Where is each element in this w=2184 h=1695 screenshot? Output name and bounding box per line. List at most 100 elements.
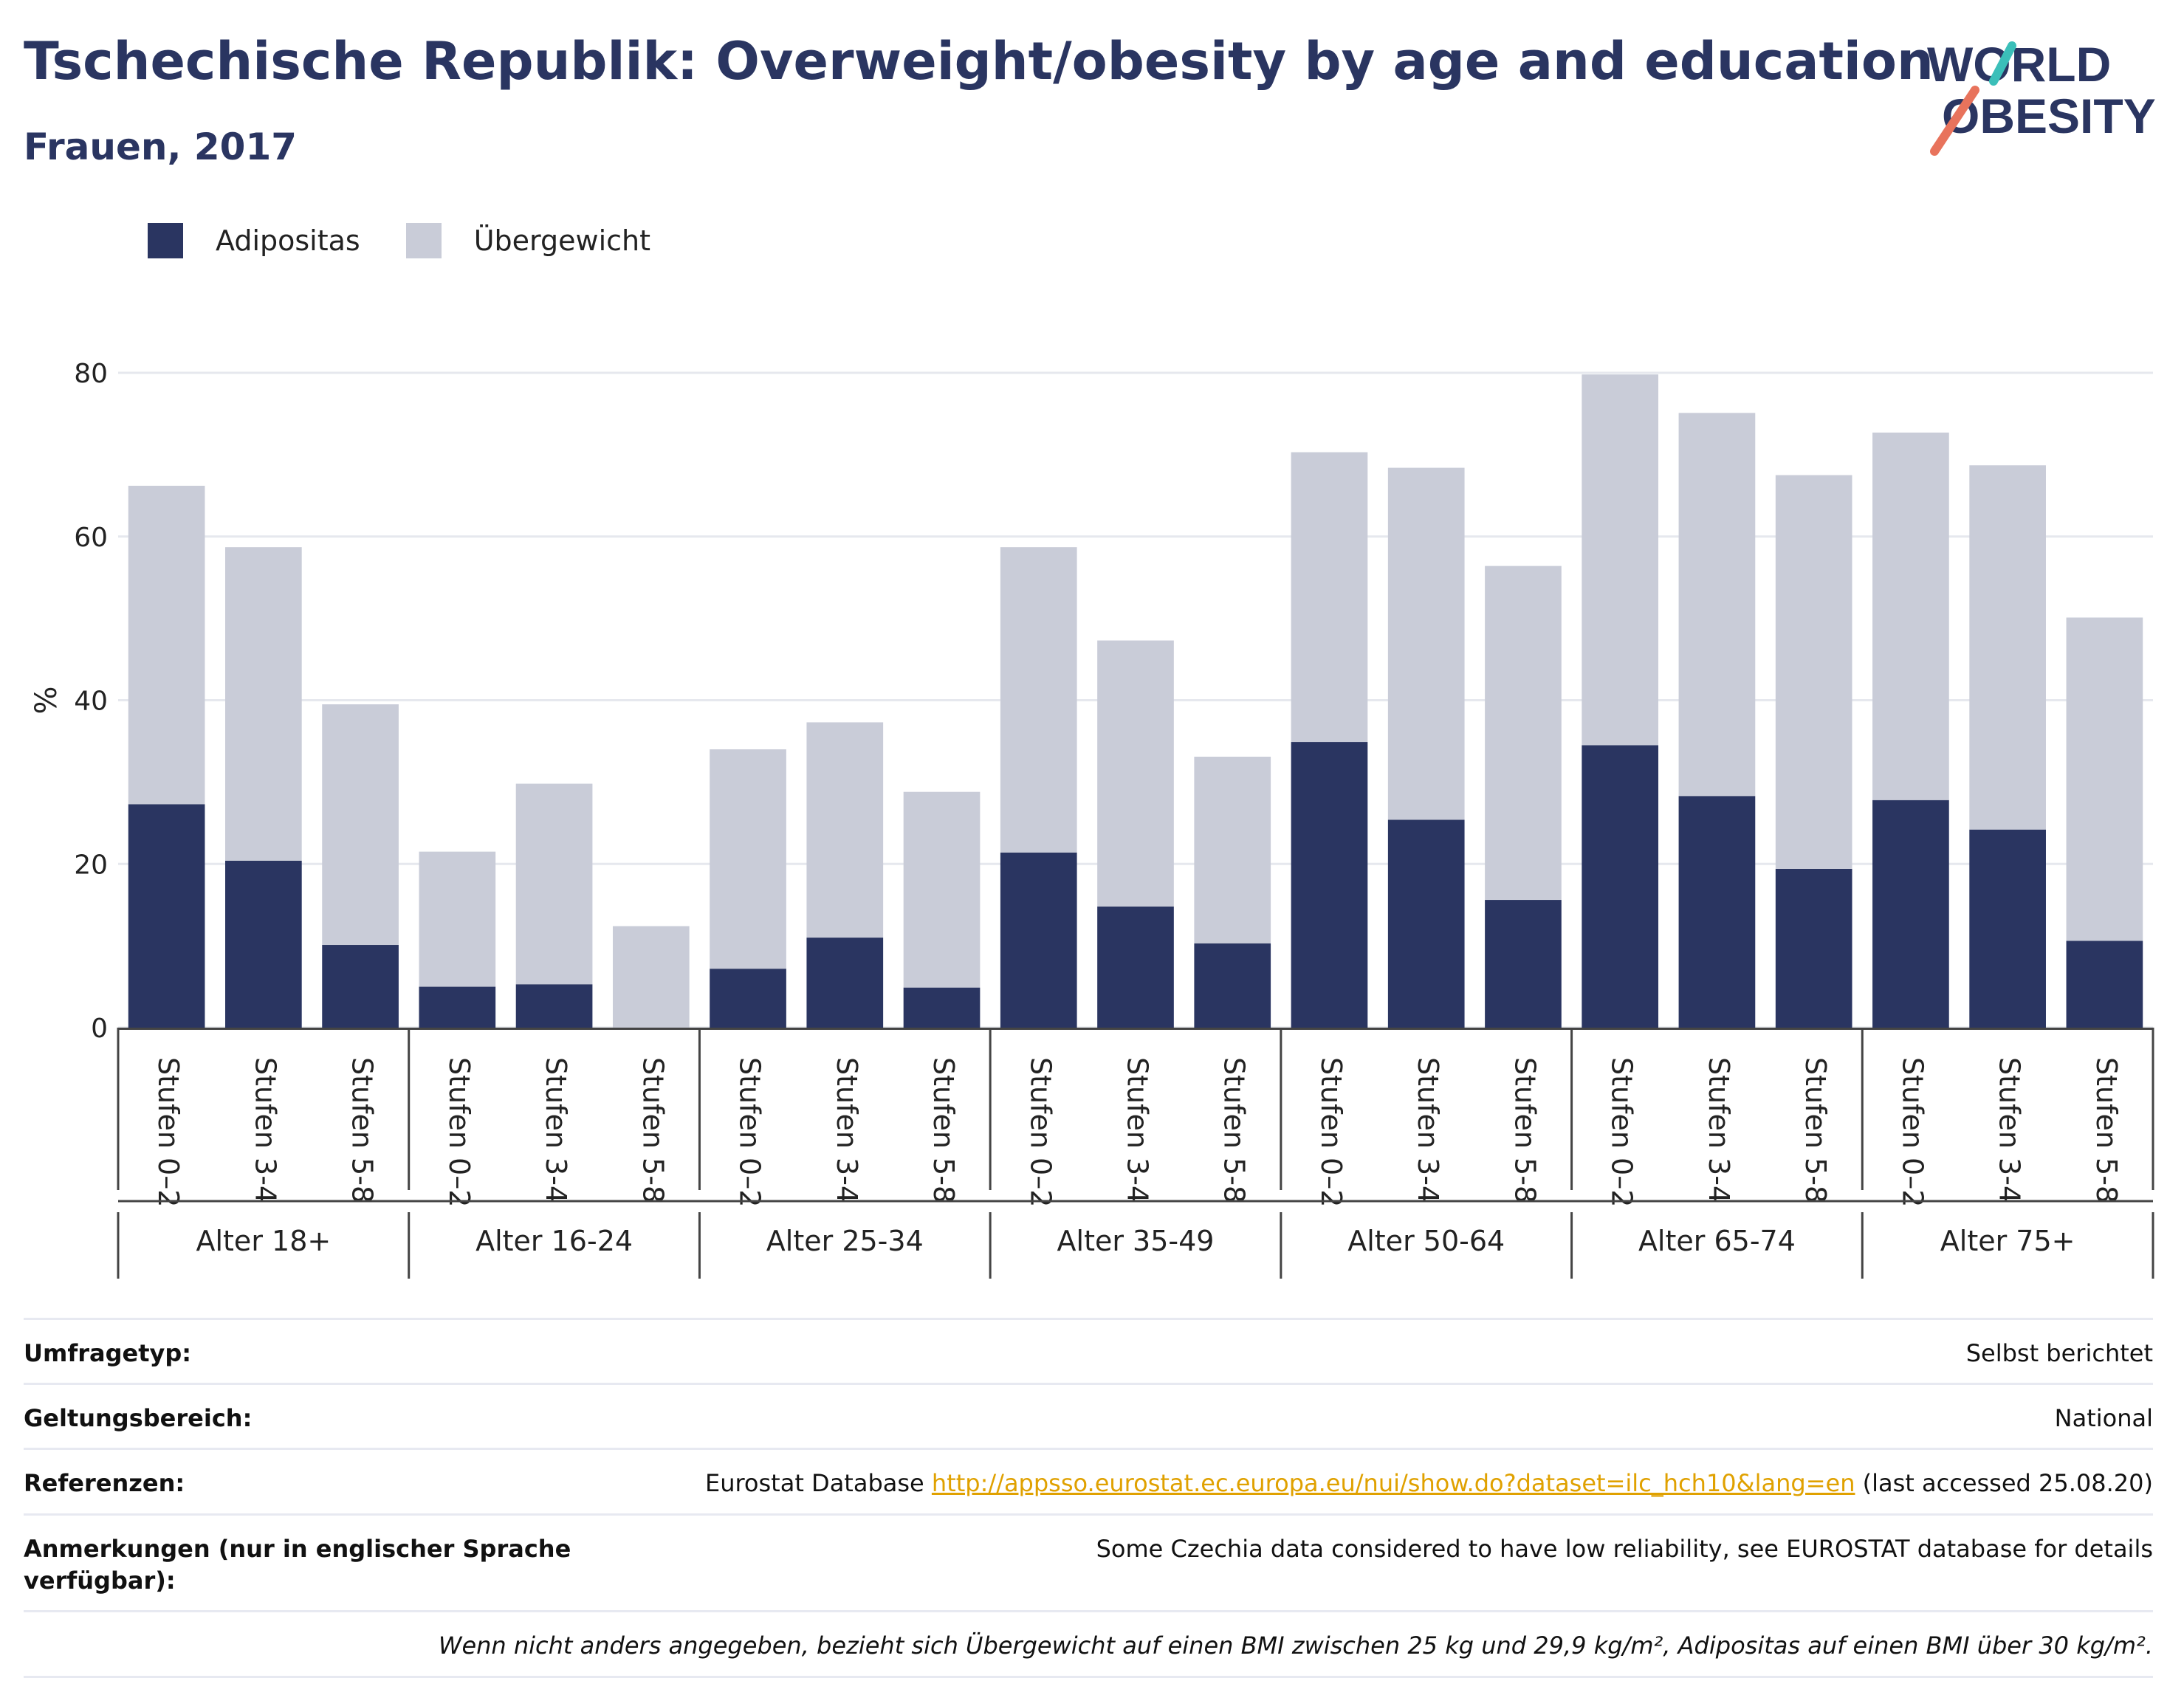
y-tick-label: 0	[91, 1014, 108, 1044]
x-tick-label: Stufen 0–2	[1024, 1057, 1057, 1207]
group-label: Alter 65-74	[1638, 1225, 1796, 1257]
info-row-notes: Anmerkungen (nur in englischer Sprache v…	[24, 1513, 2153, 1610]
x-tick-label: Stufen 0–2	[1896, 1057, 1929, 1207]
bar-obesity	[322, 945, 399, 1028]
references-label: Referenzen:	[24, 1469, 185, 1498]
bar-obesity	[1000, 852, 1077, 1028]
y-tick-label: 80	[74, 359, 108, 389]
bar-obesity	[710, 969, 786, 1028]
info-row-references: Referenzen: Eurostat Database http://app…	[24, 1448, 2153, 1513]
info-row-survey: Umfragetyp: Selbst berichtet	[24, 1318, 2153, 1383]
legend: Adipositas Übergewicht	[148, 219, 696, 263]
x-tick-label: Stufen 0–2	[734, 1057, 766, 1207]
bar-obesity	[1291, 742, 1368, 1028]
x-tick-label: Stufen 5-8	[1218, 1057, 1251, 1203]
bar-overweight	[806, 722, 884, 938]
bar-obesity	[1872, 800, 1949, 1028]
bar-chart: 0 20 40 60 80% Stufen 0–2 Stufen 3-4 Stufen 5-8…	[30, 359, 2154, 1279]
info-table: Umfragetyp: Selbst berichtet Geltungsber…	[24, 1318, 2153, 1678]
info-row-scope: Geltungsbereich: National	[24, 1383, 2153, 1448]
bar-obesity	[2066, 941, 2143, 1028]
legend-swatch-obesity	[148, 223, 183, 258]
chart-title: Tschechische Republik: Overweight/obesit…	[24, 31, 1934, 92]
bar-overweight	[1194, 757, 1271, 943]
bar-overweight	[1775, 475, 1852, 869]
scope-label: Geltungsbereich:	[24, 1404, 253, 1433]
bar-overweight	[1097, 640, 1174, 907]
bar-overweight	[1291, 452, 1368, 743]
group-label: Alter 18+	[196, 1225, 331, 1257]
bar-overweight	[322, 704, 399, 946]
group-label: Alter 50-64	[1347, 1225, 1505, 1257]
x-tick-label: Stufen 5-8	[346, 1057, 379, 1203]
bar-obesity	[1485, 900, 1562, 1028]
x-tick-label: Stufen 3-4	[1703, 1057, 1735, 1203]
x-tick-label: Stufen 0–2	[443, 1057, 475, 1207]
x-tick-label: Stufen 5-8	[1508, 1057, 1541, 1203]
y-axis-label: %	[30, 686, 63, 714]
y-tick-label: 20	[74, 850, 108, 880]
bar-obesity	[1775, 868, 1852, 1028]
legend-item-overweight[interactable]: Übergewicht	[405, 223, 650, 258]
bar-obesity	[1097, 906, 1174, 1028]
logo-slash-coral	[1930, 86, 1979, 156]
bar-obesity	[128, 804, 205, 1028]
references-suffix: (last accessed 25.08.20)	[1855, 1469, 2153, 1498]
group-label: Alter 75+	[1940, 1225, 2075, 1257]
bar-overweight	[2066, 617, 2143, 941]
y-tick-label: 60	[74, 523, 108, 553]
bar-obesity	[225, 860, 302, 1028]
x-tick-label: Stufen 5-8	[1799, 1057, 1832, 1203]
bar-overweight	[1485, 565, 1562, 901]
x-tick-label: Stufen 5-8	[927, 1057, 960, 1203]
x-tick-label: Stufen 0–2	[152, 1057, 185, 1207]
x-tick-label: Stufen 3-4	[540, 1057, 572, 1203]
bar-overweight	[1678, 413, 1756, 797]
footnote: Wenn nicht anders angegeben, bezieht sic…	[24, 1609, 2153, 1678]
bar-overweight	[1387, 467, 1465, 820]
bar-overweight	[903, 791, 981, 988]
x-tick-label: Stufen 5-8	[2090, 1057, 2123, 1203]
bars	[128, 374, 2143, 1028]
logo-line1: WORLD	[1927, 37, 2111, 92]
bar-overweight	[1969, 465, 2046, 830]
bar-overweight	[515, 783, 593, 985]
reference-link[interactable]: http://appsso.eurostat.ec.europa.eu/nui/…	[931, 1469, 1855, 1498]
x-tick-label: Stufen 3-4	[831, 1057, 863, 1203]
bar-overweight	[419, 851, 496, 987]
x-tick-label: Stufen 3-4	[249, 1057, 281, 1203]
group-label: Alter 16-24	[475, 1225, 633, 1257]
x-tick-label: Stufen 3-4	[1122, 1057, 1154, 1203]
bar-obesity	[1387, 819, 1465, 1028]
bar-obesity	[1194, 943, 1271, 1028]
y-tick-label: 40	[74, 687, 108, 717]
axes: 0 20 40 60 80% Stufen 0–2 Stufen 3-4 Stufen 5-8…	[30, 359, 2154, 1279]
logo-line2: OBESITY	[1942, 89, 2156, 143]
bar-obesity	[1678, 796, 1756, 1028]
logo-slash-teal	[1989, 41, 2016, 86]
legend-swatch-overweight	[405, 223, 442, 258]
survey-type-value: Selbst berichtet	[1965, 1339, 2153, 1367]
bar-overweight	[1582, 374, 1659, 746]
x-tick-label: Stufen 0–2	[1315, 1057, 1347, 1207]
group-label: Alter 25-34	[766, 1225, 924, 1257]
legend-item-obesity[interactable]: Adipositas	[148, 223, 360, 258]
bar-obesity	[903, 987, 981, 1028]
bar-overweight	[128, 486, 205, 805]
bar-obesity	[515, 984, 593, 1028]
bar-obesity	[419, 986, 496, 1028]
x-tick-label: Stufen 3-4	[1412, 1057, 1444, 1203]
notes-label: Anmerkungen (nur in englischer Sprache v…	[24, 1534, 571, 1595]
chart-subtitle: Frauen, 2017	[24, 126, 298, 168]
x-tick-label: Stufen 5-8	[636, 1057, 669, 1203]
bar-obesity	[1582, 745, 1659, 1028]
references-prefix: Eurostat Database	[704, 1469, 932, 1498]
scope-value: National	[2054, 1404, 2153, 1433]
bar-overweight	[1000, 547, 1077, 853]
notes-value: Some Czechia data considered to have low…	[1096, 1534, 2153, 1563]
legend-label-obesity: Adipositas	[216, 224, 360, 257]
x-tick-label: Stufen 3-4	[1994, 1057, 2026, 1203]
bar-overweight	[1872, 432, 1949, 800]
references-value: Eurostat Database http://appsso.eurostat…	[705, 1468, 2153, 1499]
x-tick-label: Stufen 0–2	[1606, 1057, 1638, 1207]
